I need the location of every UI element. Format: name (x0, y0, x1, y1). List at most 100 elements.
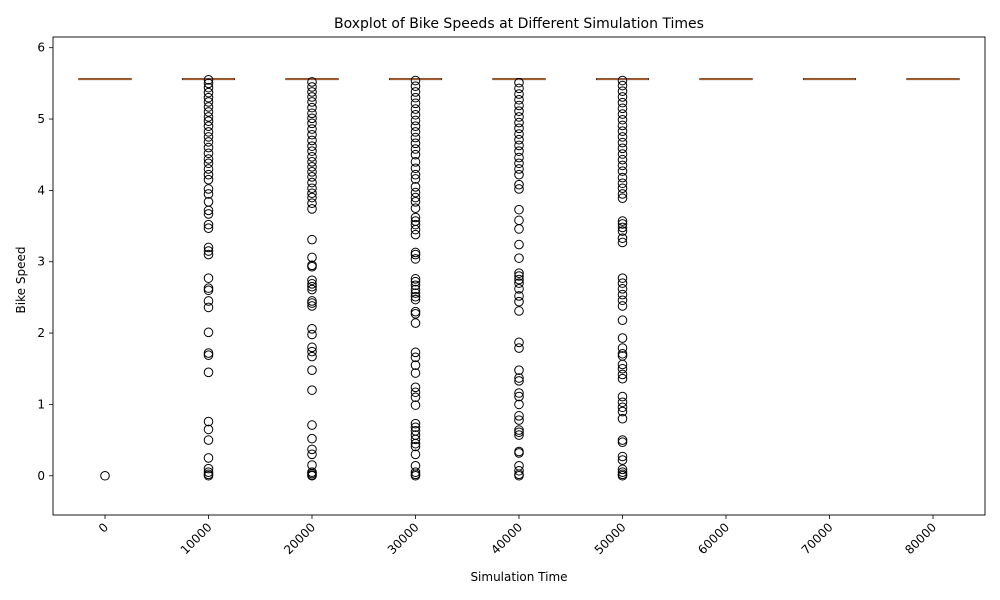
outlier-point (203, 424, 214, 435)
outlier-point (203, 82, 214, 93)
outlier-point (307, 449, 317, 460)
outlier-point (410, 426, 421, 436)
outlier-point (410, 219, 421, 230)
outlier-point (410, 247, 421, 258)
outlier-point (617, 114, 628, 125)
outlier-point (514, 146, 524, 156)
outlier-point (514, 271, 524, 281)
outlier-point (307, 460, 317, 470)
outlier-point (617, 273, 628, 283)
x-tick-label: 10000 (178, 520, 215, 557)
x-tick-label: 70000 (799, 520, 836, 557)
outlier-point (203, 158, 214, 169)
outlier-point (514, 253, 524, 263)
outlier-point (307, 260, 317, 271)
outlier-point (203, 107, 214, 117)
outlier-point (307, 420, 317, 430)
outlier-point (307, 444, 317, 455)
outlier-point (514, 224, 524, 234)
x-tick-label: 80000 (902, 520, 939, 557)
outlier-point (514, 169, 524, 180)
outlier-point (307, 433, 317, 444)
outlier-point (514, 399, 524, 410)
box-50000 (596, 75, 649, 481)
outlier-point (617, 160, 628, 171)
outlier-point (617, 397, 628, 408)
box-60000 (699, 78, 753, 81)
outlier-point (307, 301, 317, 311)
outlier-point (617, 289, 628, 300)
y-tick-label: 5 (37, 112, 45, 126)
outlier-point (203, 463, 214, 474)
outlier-point (410, 291, 421, 302)
outlier-point (410, 294, 421, 305)
box-10000 (182, 75, 235, 481)
outlier-point (203, 102, 214, 112)
outlier-point (203, 350, 214, 360)
x-tick-label: 50000 (592, 520, 629, 557)
outlier-point (617, 295, 628, 306)
outlier-point (617, 369, 628, 380)
y-tick-label: 0 (37, 469, 45, 483)
outlier-point (307, 298, 317, 308)
y-tick-label: 1 (37, 397, 45, 411)
outlier-point (617, 222, 628, 233)
outlier-point (203, 132, 214, 142)
outlier-point (617, 120, 628, 131)
outlier-point (514, 365, 524, 375)
outlier-point (307, 87, 317, 97)
outlier-point (307, 198, 317, 209)
outlier-point (203, 154, 214, 164)
outlier-point (307, 342, 317, 353)
outlier-point (617, 373, 628, 384)
outlier-point (514, 204, 524, 215)
outlier-point (617, 237, 628, 248)
outlier-point (514, 343, 524, 353)
outlier-point (617, 437, 628, 448)
outlier-point (514, 427, 524, 438)
outlier-point (410, 75, 421, 86)
outlier-point (514, 112, 524, 122)
outlier-point (307, 129, 317, 140)
outlier-point (514, 239, 524, 250)
outlier-point (514, 446, 524, 457)
box-70000 (803, 78, 856, 81)
outlier-point (307, 108, 317, 119)
plot-frame (52, 36, 986, 516)
outlier-point (410, 449, 421, 460)
outlier-point (307, 204, 317, 214)
outlier-point (307, 97, 317, 107)
outlier-point (617, 178, 628, 189)
outlier-point (514, 83, 524, 94)
outlier-point (203, 142, 214, 153)
outlier-point (514, 106, 524, 116)
x-tick-label: 30000 (385, 520, 422, 557)
outlier-point (203, 283, 214, 293)
outlier-point (410, 224, 421, 235)
outlier-point (410, 163, 421, 174)
outlier-point (203, 302, 214, 313)
outlier-point (410, 382, 421, 393)
outlier-point (514, 291, 524, 301)
x-tick-label: 40000 (488, 520, 525, 557)
outlier-point (203, 223, 214, 233)
outlier-point (514, 89, 524, 99)
outlier-point (307, 183, 317, 194)
outlier-point (307, 188, 317, 199)
outlier-point (410, 197, 421, 207)
outlier-point (307, 135, 317, 146)
outlier-point (617, 402, 628, 413)
outlier-point (410, 249, 421, 260)
outlier-point (203, 169, 214, 180)
outlier-point (514, 376, 524, 386)
outlier-point (514, 129, 524, 139)
outlier-point (617, 284, 628, 294)
box-80000 (906, 78, 960, 81)
outlier-point (410, 430, 421, 440)
outlier-point (514, 123, 524, 134)
y-tick-label: 6 (37, 41, 45, 55)
outlier-point (410, 306, 421, 317)
outlier-point (307, 385, 317, 395)
outlier-point (307, 296, 317, 306)
x-tick-label: 20000 (281, 520, 318, 557)
